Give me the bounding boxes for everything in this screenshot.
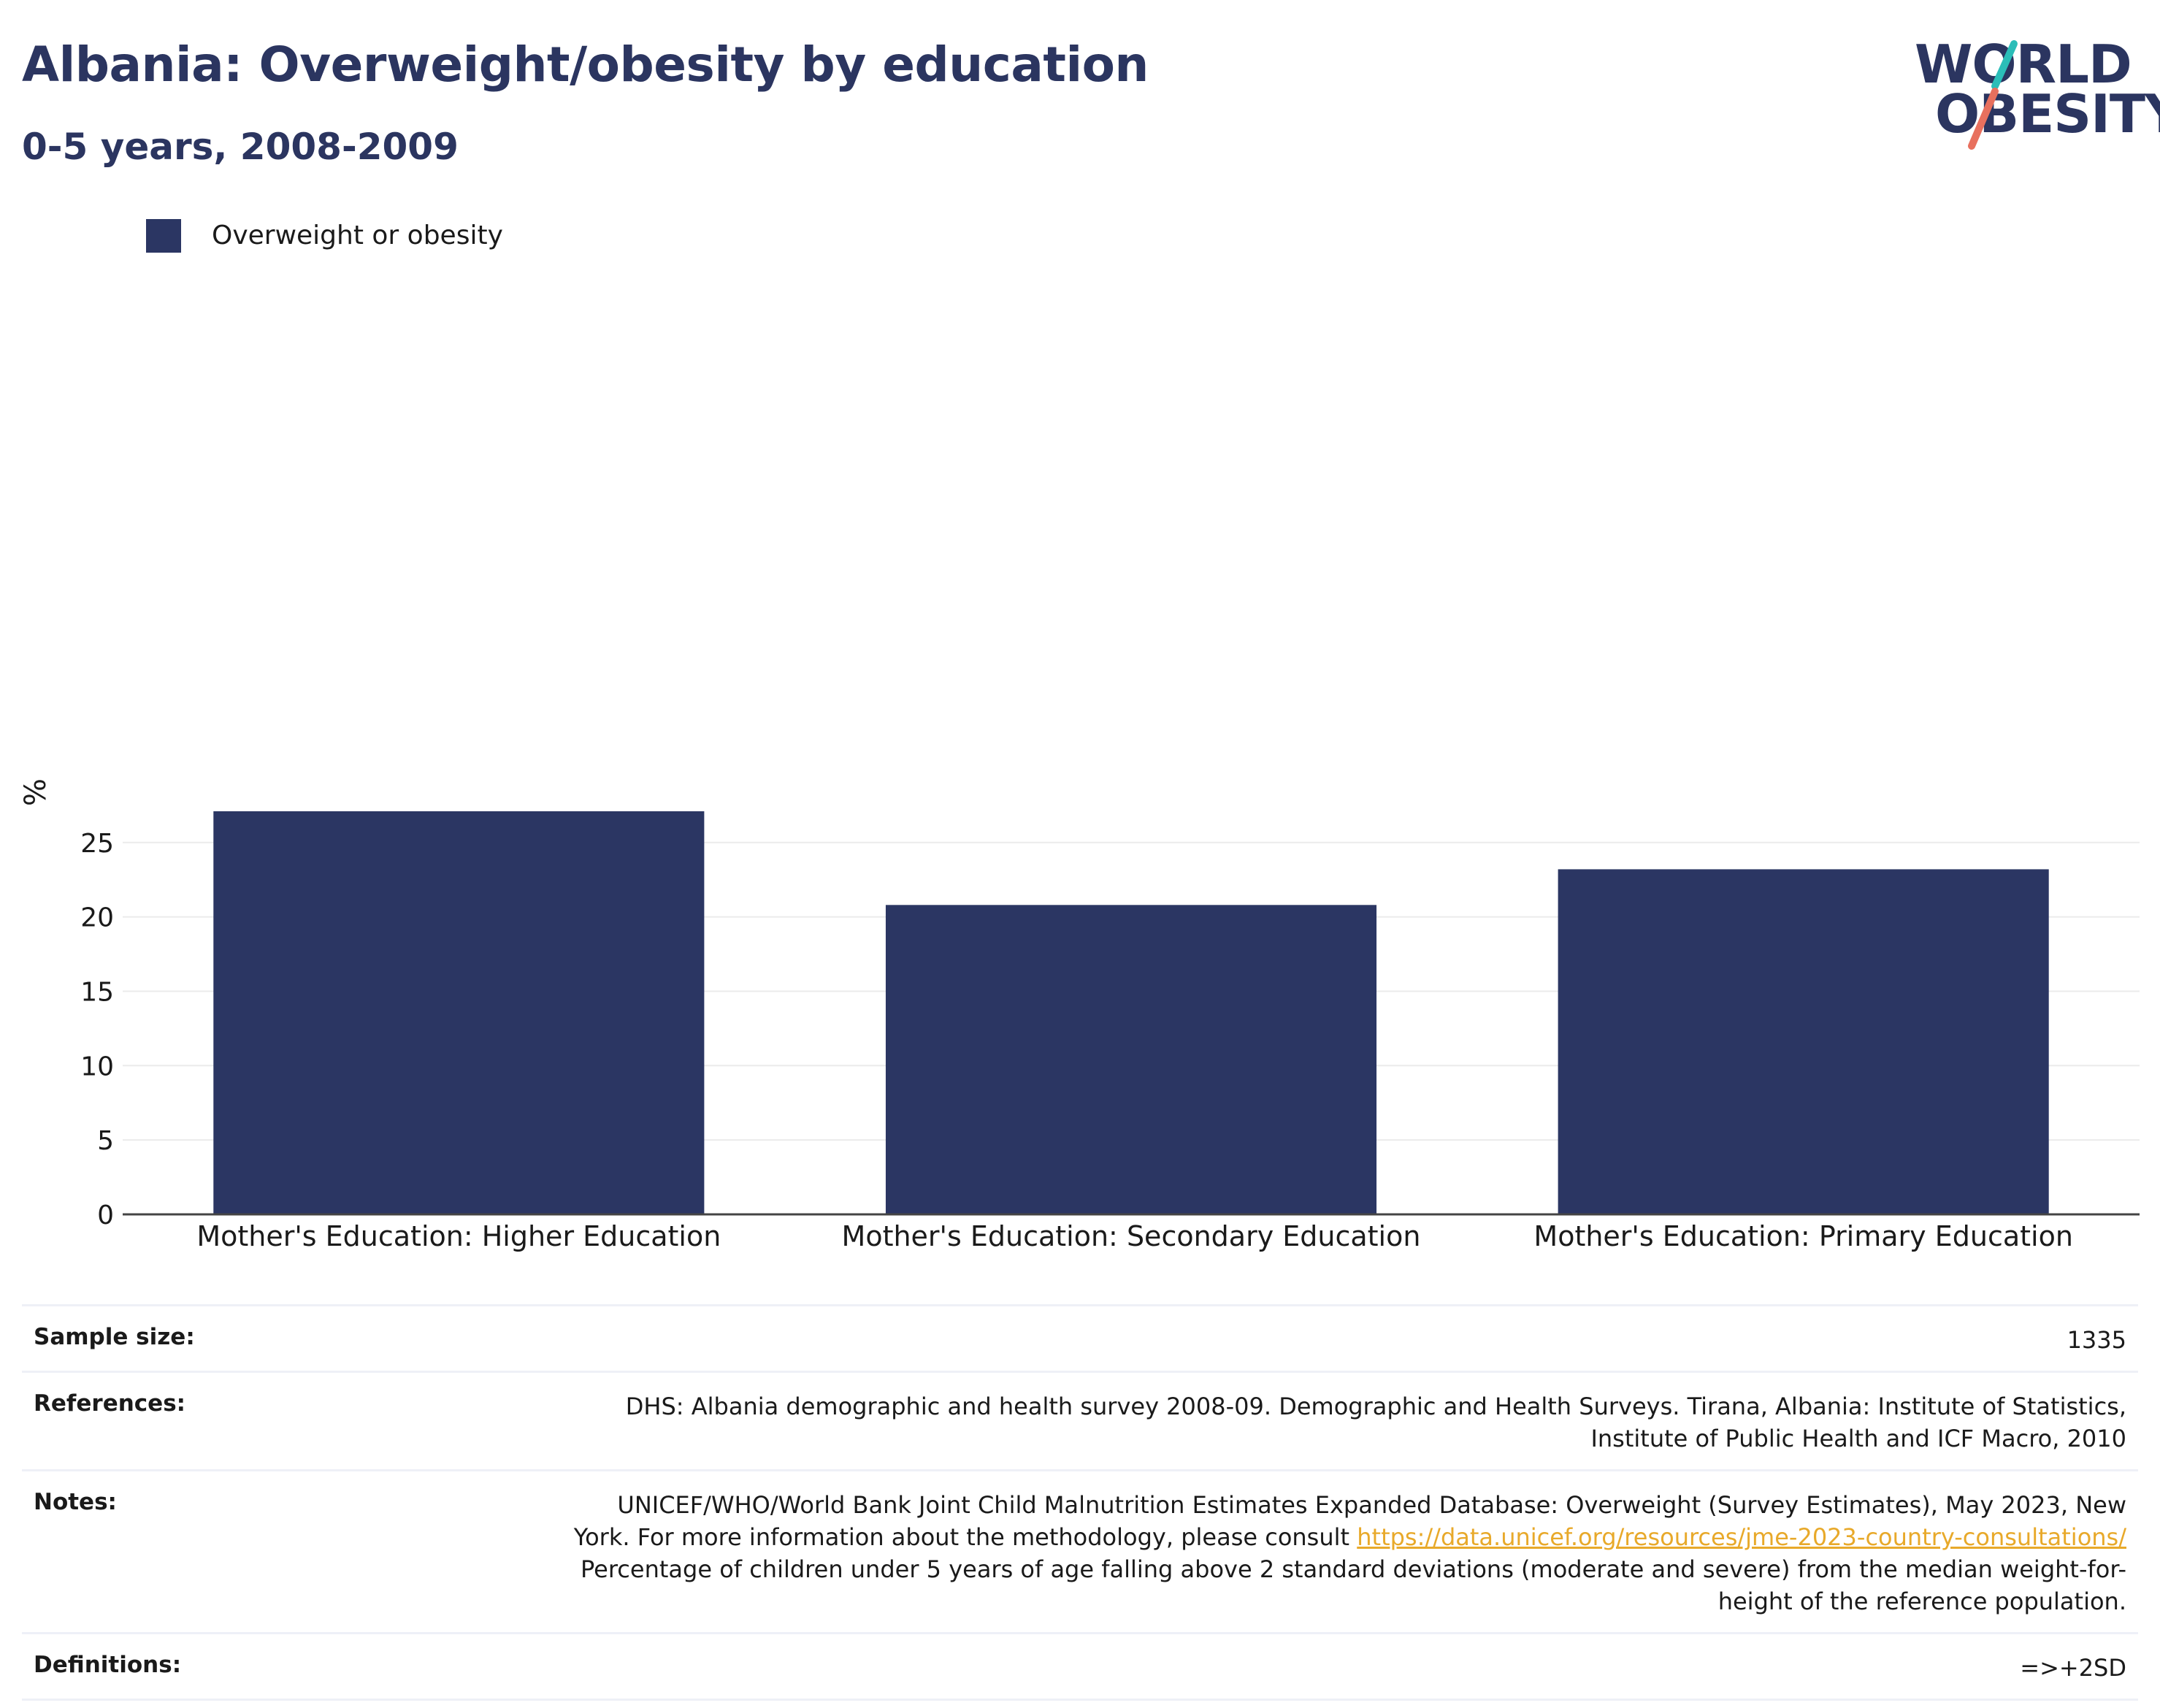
sample-size-row: Sample size: 1335 [22, 1304, 2138, 1371]
sample-size-label: Sample size: [34, 1324, 195, 1350]
chart-subtitle: 0-5 years, 2008-2009 [22, 126, 459, 168]
y-tick-label: 10 [80, 1052, 114, 1081]
references-label: References: [34, 1390, 186, 1417]
chart-title: Albania: Overweight/obesity by education [22, 37, 1149, 93]
bar-chart: 0 5 10 15 20 25 Mother's Education: Higher Ed… [19, 778, 2140, 1252]
x-tick-label: Mother's Education: Secondary Education [842, 1220, 1421, 1252]
legend-swatch [146, 219, 181, 253]
y-tick-label: 15 [80, 977, 114, 1007]
definitions-label: Definitions: [34, 1652, 182, 1678]
bars [213, 811, 2049, 1214]
x-tick-label: Mother's Education: Higher Education [196, 1220, 721, 1252]
notes-line-1: UNICEF/WHO/World Bank Joint Child Malnut… [617, 1491, 2126, 1519]
y-axis-ticks: 0 5 10 15 20 25 [80, 829, 114, 1230]
notes-row: Notes: UNICEF/WHO/World Bank Joint Child… [22, 1469, 2138, 1632]
logo-text-line2: OBESITY [1935, 83, 2160, 145]
x-axis-labels: Mother's Education: Higher Education Moth… [196, 1220, 2073, 1252]
y-tick-label: 25 [80, 829, 114, 859]
references-line-1: DHS: Albania demographic and health surv… [625, 1393, 2126, 1420]
bar[interactable] [1558, 869, 2049, 1214]
x-tick-label: Mother's Education: Primary Education [1533, 1220, 2073, 1252]
references-row: References: DHS: Albania demographic and… [22, 1371, 2138, 1469]
y-axis-label: % [19, 778, 53, 806]
notes-label: Notes: [34, 1489, 117, 1515]
references-line-2: Institute of Public Health and ICF Macro… [1590, 1425, 2126, 1452]
sample-size-value: 1335 [2067, 1326, 2126, 1354]
logo-text-line1: WORLD [1915, 34, 2132, 95]
definitions-row: Definitions: =>+2SD [22, 1632, 2138, 1701]
notes-line-2: York. For more information about the met… [573, 1523, 1357, 1551]
y-tick-label: 20 [80, 903, 114, 933]
world-obesity-logo[interactable]: WORLD OBESITY [1906, 22, 2160, 153]
y-tick-label: 5 [97, 1126, 114, 1156]
legend-label: Overweight or obesity [212, 221, 503, 250]
info-table: Sample size: 1335 References: DHS: Alban… [22, 1304, 2138, 1701]
logo-slash-icon [1968, 40, 2018, 150]
methodology-link[interactable]: https://data.unicef.org/resources/jme-20… [1357, 1523, 2126, 1551]
bar[interactable] [885, 905, 1377, 1214]
definitions-value: =>+2SD [2020, 1654, 2126, 1682]
notes-line-3: Percentage of children under 5 years of … [581, 1555, 2126, 1583]
bar[interactable] [213, 811, 705, 1214]
notes-line-4: height of the reference population. [1717, 1588, 2126, 1615]
y-tick-label: 0 [97, 1200, 114, 1230]
